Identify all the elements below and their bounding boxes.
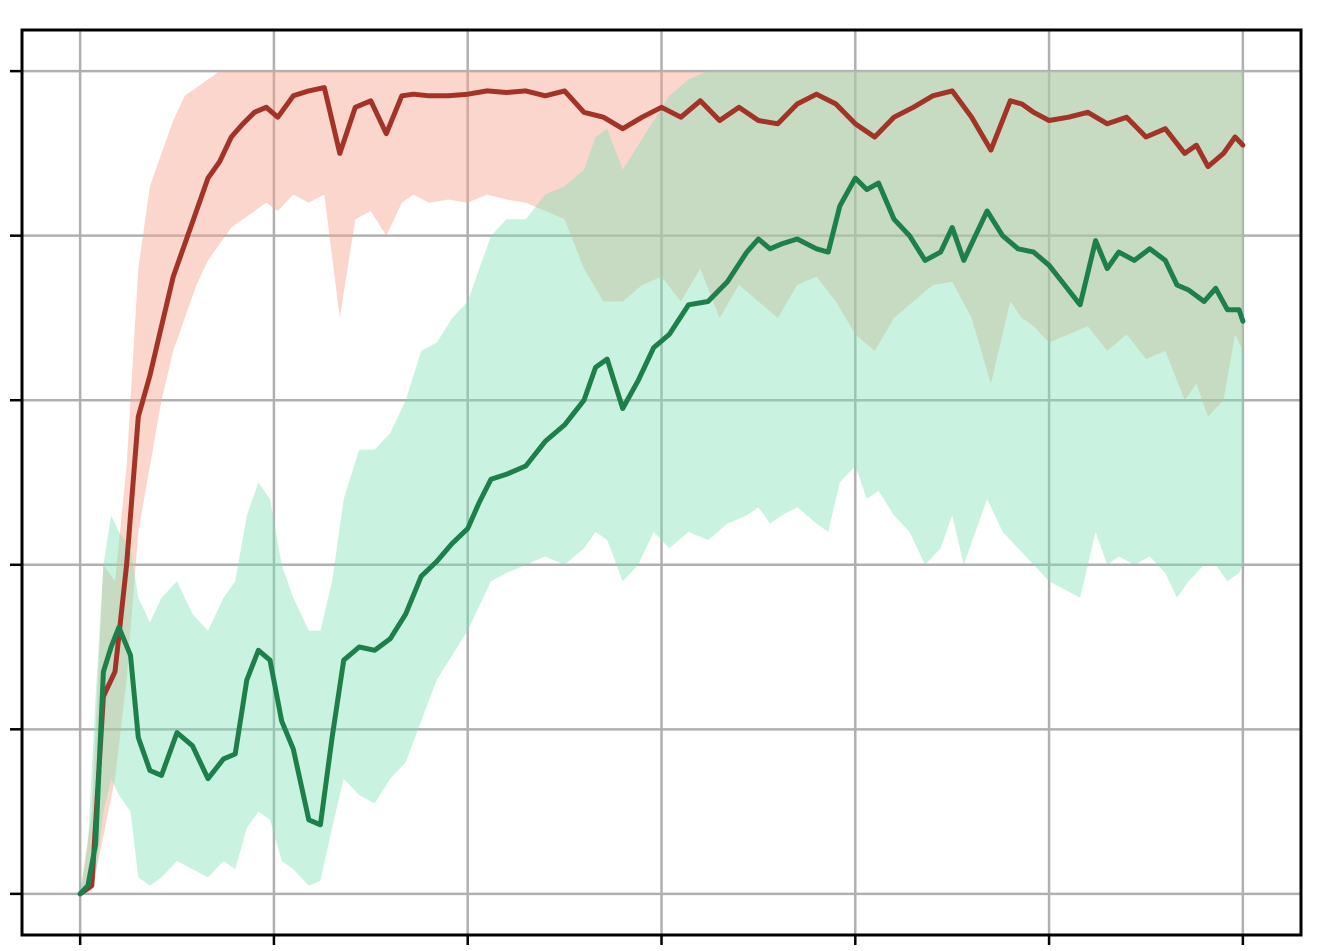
- axes-layer: [10, 28, 1303, 945]
- series-green-line: [77, 175, 1246, 897]
- series-red-band: [80, 71, 1243, 894]
- series-red-line: [77, 85, 1246, 897]
- band-layer: [80, 71, 1243, 894]
- line-layer: [77, 85, 1246, 897]
- series-green-band: [80, 71, 1243, 894]
- grid-layer: [22, 30, 1301, 935]
